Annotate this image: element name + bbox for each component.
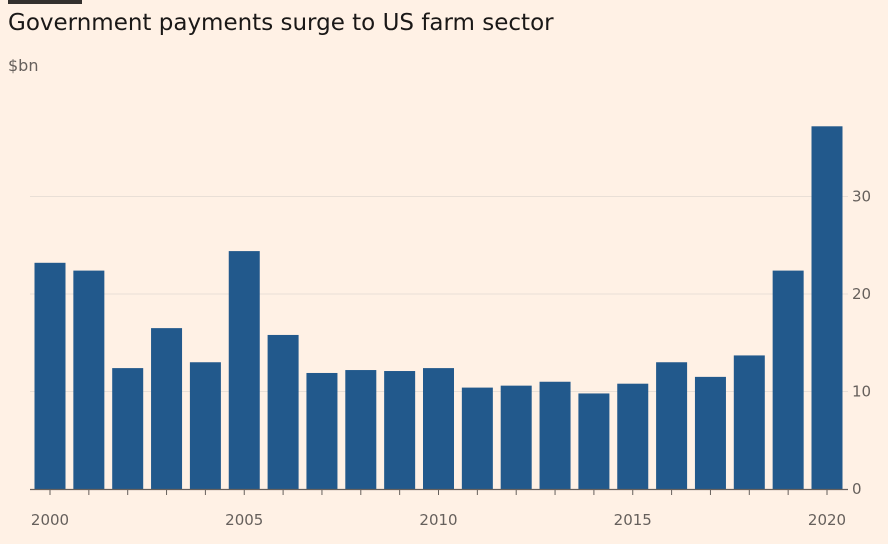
bar-2007 xyxy=(306,372,338,489)
bar-2003 xyxy=(151,328,183,489)
x-axis: 2000 2005 2010 2015 2020 xyxy=(30,488,848,529)
y-tick-label-30: 30 xyxy=(852,188,871,206)
bar-2015 xyxy=(617,383,649,489)
x-tick-label-2020: 2020 xyxy=(808,511,846,529)
bar-2016 xyxy=(656,362,688,489)
bar-2020 xyxy=(811,126,843,490)
bar-2000 xyxy=(34,262,66,489)
y-tick-label-10: 10 xyxy=(852,383,871,401)
y-tick-label-20: 20 xyxy=(852,285,871,303)
bar-2009 xyxy=(384,371,416,489)
chart-unit-label: $bn xyxy=(8,56,39,75)
bar-2012 xyxy=(500,385,532,489)
x-tick-label-2000: 2000 xyxy=(31,511,69,529)
bar-2006 xyxy=(267,334,299,489)
bar-2019 xyxy=(772,270,804,489)
x-tick-label-2005: 2005 xyxy=(225,511,263,529)
bar-2001 xyxy=(73,270,105,489)
x-tick-label-2010: 2010 xyxy=(419,511,457,529)
y-tick-label-0: 0 xyxy=(852,480,862,498)
bar-2011 xyxy=(461,387,493,489)
bar-2017 xyxy=(694,376,726,489)
bar-2005 xyxy=(228,251,260,489)
bar-2014 xyxy=(578,393,610,489)
top-rule xyxy=(8,0,82,4)
x-tick-label-2015: 2015 xyxy=(614,511,652,529)
chart-title: Government payments surge to US farm sec… xyxy=(8,10,554,36)
y-axis-ticks: 0 10 20 30 xyxy=(852,188,871,499)
bar-2002 xyxy=(112,368,144,489)
bar-2010 xyxy=(423,368,454,489)
bar-2004 xyxy=(189,362,221,489)
bar-2013 xyxy=(539,381,571,489)
bars xyxy=(34,126,843,490)
bar-2008 xyxy=(345,370,377,489)
bar-2018 xyxy=(733,355,765,489)
